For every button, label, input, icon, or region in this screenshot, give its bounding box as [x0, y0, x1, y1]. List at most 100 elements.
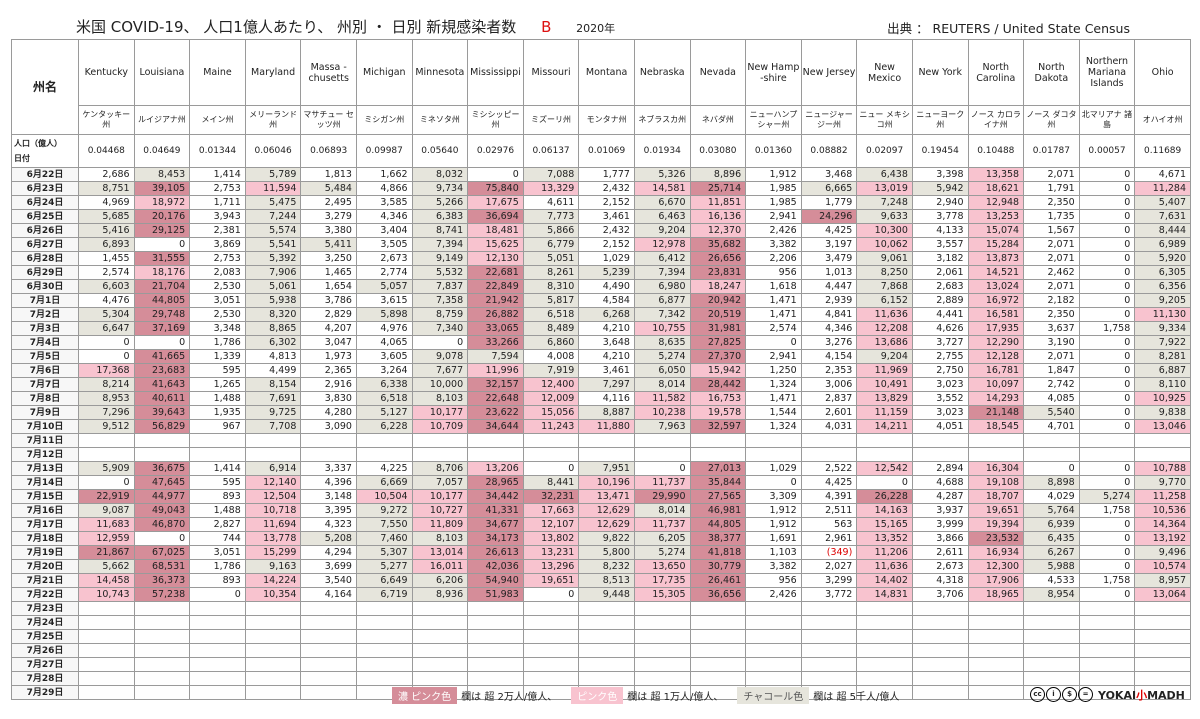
- value-cell: 4,346: [800, 321, 858, 336]
- value-cell: 23,532: [967, 531, 1025, 546]
- value-cell: [800, 629, 858, 644]
- value-cell: 2,755: [911, 349, 969, 364]
- value-cell: [467, 671, 524, 686]
- legend-text: 欄は 超 5千人/億人: [813, 692, 900, 703]
- state-population: 0.06137: [522, 134, 580, 168]
- value-cell: 8,453: [133, 167, 191, 182]
- value-cell: 28,442: [689, 377, 747, 392]
- value-cell: 2,530: [189, 307, 246, 322]
- value-cell: 0: [133, 335, 191, 350]
- table-row: 7月20日 5,662 68,531 1,786 9,163 3,699 5,277 16,0…: [11, 559, 1191, 574]
- value-cell: 2,061: [911, 265, 969, 280]
- value-cell: 1,735: [1023, 209, 1080, 224]
- value-cell: 23,683: [133, 363, 191, 378]
- value-cell: 0: [1078, 545, 1136, 560]
- value-cell: 0: [1078, 335, 1136, 350]
- value-cell: 46,870: [133, 517, 191, 532]
- value-cell: 4,425: [800, 475, 858, 490]
- state-name-en: New York: [911, 39, 969, 106]
- date-cell: 7月16日: [11, 503, 79, 518]
- value-cell: 18,621: [967, 181, 1025, 196]
- value-cell: [967, 643, 1025, 658]
- value-cell: 6,268: [578, 307, 635, 322]
- value-cell: [578, 615, 635, 630]
- date-cell: 7月18日: [11, 531, 79, 546]
- value-cell: 4,116: [578, 391, 635, 406]
- value-cell: 14,581: [633, 181, 691, 196]
- value-cell: 39,105: [133, 181, 191, 196]
- value-cell: [1078, 601, 1136, 616]
- state-name-ja: ニューハンプ シャー州: [745, 105, 802, 135]
- value-cell: 0: [1078, 517, 1136, 532]
- value-cell: 10,788: [1134, 461, 1191, 476]
- value-cell: 967: [189, 419, 246, 434]
- value-cell: 17,906: [967, 573, 1025, 588]
- value-cell: 34,442: [467, 489, 524, 504]
- value-cell: 8,635: [633, 335, 691, 350]
- value-cell: [244, 629, 302, 644]
- value-cell: [189, 615, 246, 630]
- value-cell: 14,831: [856, 587, 913, 602]
- table-row: 7月26日: [11, 643, 1191, 658]
- state-population: 0.09987: [355, 134, 413, 168]
- value-cell: 5,920: [1134, 251, 1191, 266]
- value-cell: 12,208: [856, 321, 913, 336]
- value-cell: [1134, 643, 1191, 658]
- value-cell: 8,110: [1134, 377, 1191, 392]
- value-cell: 3,468: [800, 167, 858, 182]
- value-cell: 1,935: [189, 405, 246, 420]
- value-cell: [856, 671, 913, 686]
- value-cell: 54,940: [467, 573, 524, 588]
- value-cell: 11,636: [856, 559, 913, 574]
- value-cell: 3,023: [911, 405, 969, 420]
- value-cell: 1,758: [1078, 503, 1136, 518]
- state-population: 0.19454: [911, 134, 969, 168]
- value-cell: 12,009: [522, 391, 580, 406]
- value-cell: [689, 629, 747, 644]
- value-cell: 13,253: [967, 209, 1025, 224]
- value-cell: 1,250: [745, 363, 802, 378]
- value-cell: 6,914: [244, 461, 302, 476]
- table-row: 7月9日 7,296 39,643 1,935 9,725 4,280 5,127 10,17…: [11, 405, 1191, 420]
- table-row: 7月15日 22,919 44,977 893 12,504 3,148 10,504 10,…: [11, 489, 1191, 504]
- value-cell: (349): [800, 545, 858, 560]
- value-cell: 7,297: [578, 377, 635, 392]
- date-cell: 7月20日: [11, 559, 79, 574]
- value-cell: 3,699: [300, 559, 357, 574]
- table-row: 7月13日 5,909 36,675 1,414 6,914 3,337 4,225 8,70…: [11, 461, 1191, 476]
- value-cell: 6,649: [355, 573, 413, 588]
- value-cell: 5,898: [355, 307, 413, 322]
- value-cell: [244, 447, 302, 462]
- value-cell: 4,210: [578, 349, 635, 364]
- date-cell: 7月13日: [11, 461, 79, 476]
- value-cell: 3,552: [911, 391, 969, 406]
- value-cell: 46,981: [689, 503, 747, 518]
- legend-text: 欄は 超 2万人/億人、: [461, 692, 558, 703]
- state-name-ja: メリーランド州: [244, 105, 302, 135]
- state-name-ja: モンタナ州: [578, 105, 635, 135]
- value-cell: 1,985: [745, 195, 802, 210]
- value-cell: 7,906: [244, 265, 302, 280]
- value-cell: 6,989: [1134, 237, 1191, 252]
- value-cell: 4,533: [1023, 573, 1080, 588]
- value-cell: 16,972: [967, 293, 1025, 308]
- state-name-en: Nevada: [689, 39, 747, 106]
- value-cell: 8,014: [633, 503, 691, 518]
- value-cell: 2,495: [300, 195, 357, 210]
- value-cell: 7,244: [244, 209, 302, 224]
- nc-icon: $: [1062, 687, 1077, 702]
- value-cell: 2,206: [745, 251, 802, 266]
- value-cell: 12,300: [967, 559, 1025, 574]
- value-cell: 7,951: [578, 461, 635, 476]
- value-cell: 5,800: [578, 545, 635, 560]
- value-cell: 8,250: [856, 265, 913, 280]
- value-cell: 13,352: [856, 531, 913, 546]
- value-cell: 6,228: [355, 419, 413, 434]
- value-cell: 4,688: [911, 475, 969, 490]
- value-cell: 32,157: [467, 377, 524, 392]
- value-cell: 26,882: [467, 307, 524, 322]
- value-cell: 17,663: [522, 503, 580, 518]
- table-row: 7月11日: [11, 433, 1191, 448]
- value-cell: 3,006: [800, 377, 858, 392]
- state-name-en: Louisiana: [133, 39, 191, 106]
